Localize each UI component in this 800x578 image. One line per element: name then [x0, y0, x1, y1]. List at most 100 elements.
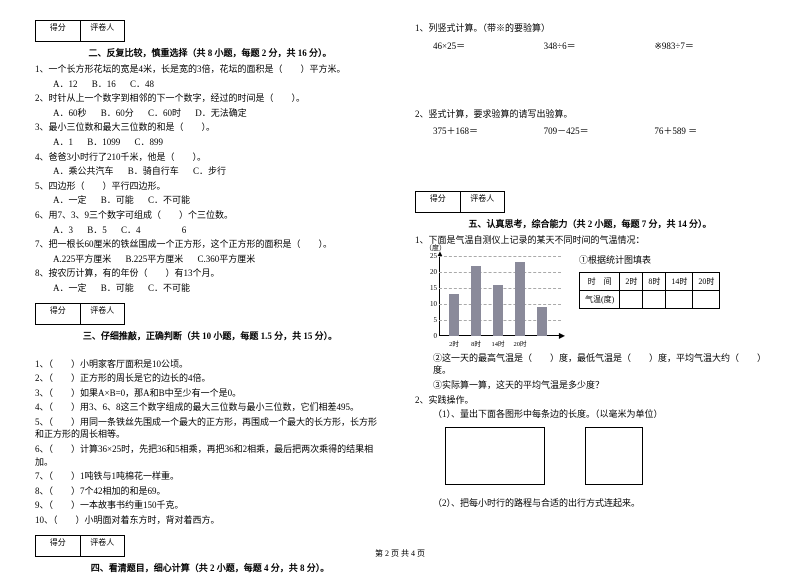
q5-1: 1、下面是气温自测仪上记录的某天不同时间的气温情况： — [415, 234, 765, 247]
cell — [620, 290, 643, 308]
xtick: 2时 — [444, 338, 464, 348]
temp-table: 时 间 2时 8时 14时 20时 气温(度) — [579, 272, 720, 309]
score-box-sect2: 得分 评卷人 — [35, 20, 125, 42]
q4-1-expr: 46×25＝ 348÷6＝ ※983÷7＝ — [415, 39, 765, 52]
opt: A．60秒 — [53, 108, 87, 118]
q4-2: 2、竖式计算，要求验算的请写出验算。 — [415, 108, 765, 121]
q5-2-1: （1）、量出下面各图形中每条边的长度。（以毫米为单位） — [415, 408, 765, 421]
q2-2-opts: A．60秒 B．60分 C．60时 D．无法确定 — [35, 107, 385, 120]
q5-p3: ③实际算一算，这天的平均气温是多少度？ — [415, 379, 765, 392]
q2-4-opts: A．乘公共汽车 B．骑自行车 C．步行 — [35, 165, 385, 178]
opt: 6 — [155, 225, 187, 235]
q4-1: 1、列竖式计算。（带※的要验算） — [415, 22, 765, 35]
xtick: 14时 — [488, 338, 508, 348]
opt: A.225平方厘米 — [53, 254, 111, 264]
sect4-title: 四、看清题目，细心计算（共 2 小题，每题 4 分，共 8 分）。 — [35, 561, 385, 574]
table-wrap: ①根据统计图填表 时 间 2时 8时 14时 20时 气温(度) — [579, 253, 720, 309]
opt: A．乘公共汽车 — [53, 166, 114, 176]
q2-2: 2、时针从上一个数字到相邻的下一个数字，经过的时间是（ ）。 — [35, 92, 385, 105]
ytick: 10 — [421, 300, 437, 308]
xtick: 8时 — [466, 338, 486, 348]
score-box-sect5: 得分 评卷人 — [415, 191, 505, 213]
right-column: 1、列竖式计算。（带※的要验算） 46×25＝ 348÷6＝ ※983÷7＝ 2… — [415, 20, 765, 578]
bar — [449, 294, 459, 336]
cell: 气温(度) — [580, 290, 620, 308]
expr: 348÷6＝ — [544, 39, 655, 52]
arrow-right-icon: ▶ — [559, 331, 565, 340]
q2-6-opts: A．3 B．5 C．4 6 — [35, 224, 385, 237]
q2-6: 6、用7、3、9三个数字可组成（ ）个三位数。 — [35, 209, 385, 222]
q3-9: 9、（ ）一本故事书约重150千克。 — [35, 499, 385, 512]
table-row: 时 间 2时 8时 14时 20时 — [580, 272, 720, 290]
opt: C．60时 — [148, 108, 181, 118]
q3-2: 2、（ ）正方形的周长是它的边长的4倍。 — [35, 372, 385, 385]
opt: B．5 — [87, 225, 107, 235]
q2-5: 5、四边形（ ）平行四边形。 — [35, 180, 385, 193]
q3-1: 1、（ ）小明家客厅面积是10公顷。 — [35, 358, 385, 371]
sect5-title: 五、认真思考，综合能力（共 2 小题，每题 7 分，共 14 分）。 — [415, 217, 765, 230]
opt: C．899 — [135, 137, 164, 147]
q3-5: 5、（ ）用同一条铁丝先围成一个最大的正方形，再围成一个最大的长方形，长方形和正… — [35, 416, 385, 441]
q5-2: 2、实践操作。 — [415, 394, 765, 407]
score-label: 得分 — [36, 21, 81, 41]
table-title: ①根据统计图填表 — [579, 253, 720, 266]
bar — [471, 266, 481, 336]
cell: 20时 — [693, 272, 720, 290]
sect3-title: 三、仔细推敲，正确判断（共 10 小题，每题 1.5 分，共 15 分）。 — [35, 329, 385, 342]
bar — [493, 285, 503, 336]
marker-label: 评卷人 — [461, 192, 505, 212]
ytick: 5 — [421, 316, 437, 324]
q2-1: 1、一个长方形花坛的宽是4米，长是宽的3倍，花坛的面积是（ ）平方米。 — [35, 63, 385, 76]
expr: 46×25＝ — [433, 39, 544, 52]
opt: C.360平方厘米 — [198, 254, 256, 264]
ytick: 0 — [421, 332, 437, 340]
main-columns: 得分 评卷人 二、反复比较，慎重选择（共 8 小题，每题 2 分，共 16 分）… — [35, 20, 765, 578]
opt: B．1099 — [87, 137, 120, 147]
q2-1-opts: A．12 B．16 C．48 — [35, 78, 385, 91]
q3-7: 7、（ ）1吨铁与1吨棉花一样重。 — [35, 470, 385, 483]
left-column: 得分 评卷人 二、反复比较，慎重选择（共 8 小题，每题 2 分，共 16 分）… — [35, 20, 385, 578]
cell: 14时 — [666, 272, 693, 290]
measure-boxes — [445, 427, 765, 485]
q5-p2: ②这一天的最高气温是（ ）度，最低气温是（ ）度，平均气温大约（ ）度。 — [415, 352, 765, 377]
q2-4: 4、爸爸3小时行了210千米，他是（ ）。 — [35, 151, 385, 164]
expr: 709－425＝ — [544, 124, 655, 137]
opt: A．1 — [53, 137, 73, 147]
grid-line — [439, 256, 561, 257]
opt: B．60分 — [101, 108, 134, 118]
ytick: 15 — [421, 284, 437, 292]
opt: D．无法确定 — [195, 108, 247, 118]
score-box-sect3: 得分 评卷人 — [35, 303, 125, 325]
opt: A．一定 — [53, 283, 87, 293]
expr: ※983÷7＝ — [654, 39, 765, 52]
expr: 375＋168＝ — [433, 124, 544, 137]
page-footer: 第 2 页 共 4 页 — [0, 548, 800, 559]
rectangle-shape — [445, 427, 545, 485]
grid-line — [439, 272, 561, 273]
q2-5-opts: A．一定 B．可能 C．不可能 — [35, 194, 385, 207]
opt: A．12 — [53, 79, 78, 89]
expr: 76＋589 ＝ — [654, 124, 765, 137]
q4-2-expr: 375＋168＝ 709－425＝ 76＋589 ＝ — [415, 124, 765, 137]
q3-10: 10、（ ）小明面对着东方时，背对着西方。 — [35, 514, 385, 527]
cell — [693, 290, 720, 308]
score-label: 得分 — [416, 192, 461, 212]
xtick: 20时 — [510, 338, 530, 348]
score-label: 得分 — [36, 304, 81, 324]
opt: B.225平方厘米 — [126, 254, 184, 264]
opt: C．不可能 — [148, 195, 190, 205]
q2-8: 8、按农历计算，有的年份（ ）有13个月。 — [35, 267, 385, 280]
opt: B．可能 — [101, 195, 134, 205]
bar — [515, 262, 525, 336]
marker-label: 评卷人 — [81, 21, 125, 41]
q3-3: 3、（ ）如果A×B=0，那A和B中至少有一个是0。 — [35, 387, 385, 400]
opt: C．步行 — [193, 166, 226, 176]
opt: C．不可能 — [148, 283, 190, 293]
bar-chart: （度） ▲ ▶ 25 20 15 10 5 0 — [421, 253, 561, 348]
chart-and-table: （度） ▲ ▶ 25 20 15 10 5 0 — [421, 253, 765, 348]
opt: B．16 — [92, 79, 116, 89]
cell: 时 间 — [580, 272, 620, 290]
cell: 8时 — [643, 272, 666, 290]
sect2-title: 二、反复比较，慎重选择（共 8 小题，每题 2 分，共 16 分）。 — [35, 46, 385, 59]
opt: A．一定 — [53, 195, 87, 205]
